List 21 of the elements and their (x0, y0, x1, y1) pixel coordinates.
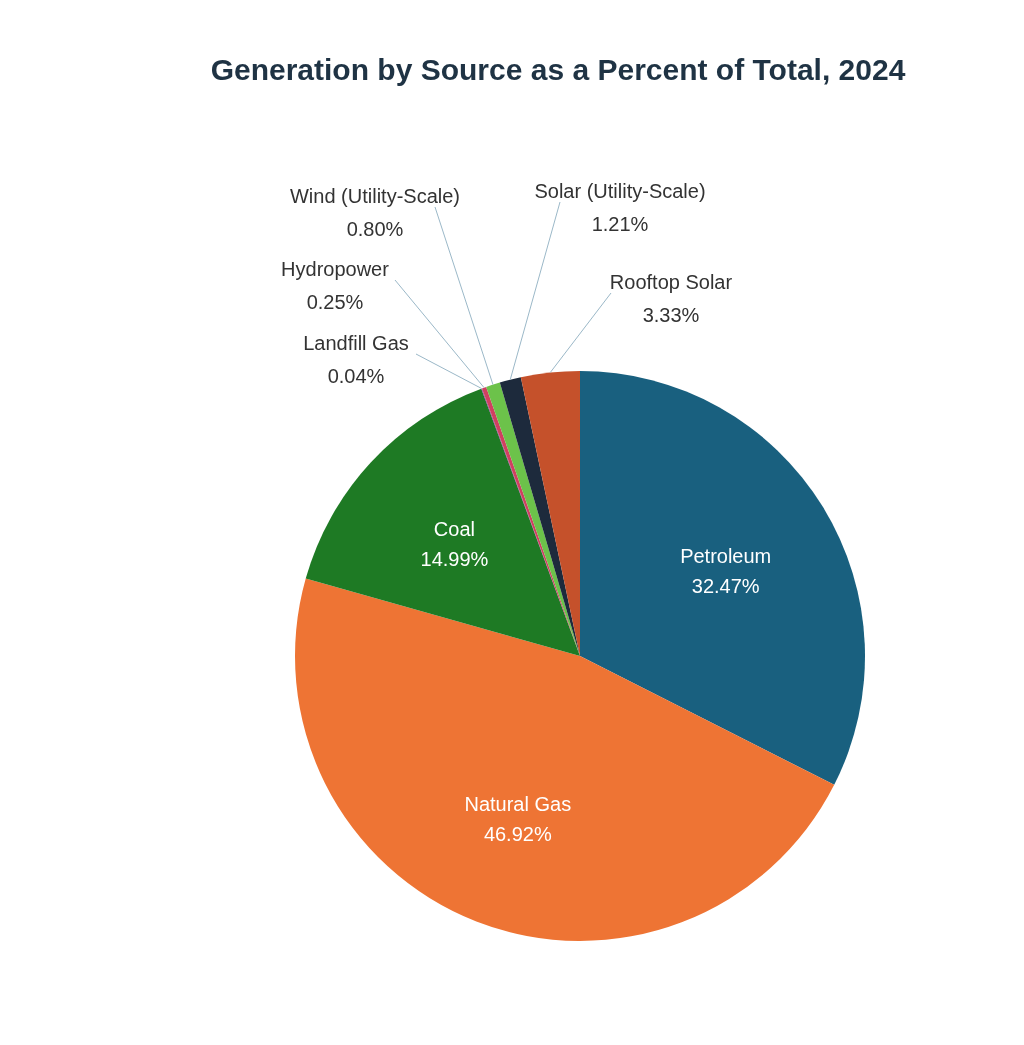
slice-label: Hydropower (281, 258, 390, 280)
data-label: 46.92% (483, 823, 552, 846)
data-label: 32.47% (691, 574, 760, 597)
slice-label: Rooftop Solar (609, 271, 733, 293)
data-label: 1.21% (591, 213, 649, 235)
pie-slice (295, 578, 835, 941)
slice-label: Natural Gas (464, 793, 572, 816)
slice-label: Wind (Utility-Scale) (289, 185, 461, 207)
chart-title: Generation by Source as a Percent of Total, 2024 (210, 53, 906, 86)
pie-slice (305, 388, 580, 656)
slice-label: Landfill Gas (303, 332, 409, 354)
slice-label: Petroleum (680, 544, 772, 567)
slice-label: Coal (433, 517, 476, 540)
data-label: 0.80% (346, 218, 404, 240)
data-label: 0.04% (327, 365, 385, 387)
slice-label: Solar (Utility-Scale) (534, 180, 706, 202)
data-label: 0.25% (306, 291, 364, 313)
data-label: 14.99% (420, 547, 489, 570)
data-label: 3.33% (642, 304, 700, 326)
pie-slice (580, 371, 865, 785)
pie-slice (520, 371, 580, 656)
